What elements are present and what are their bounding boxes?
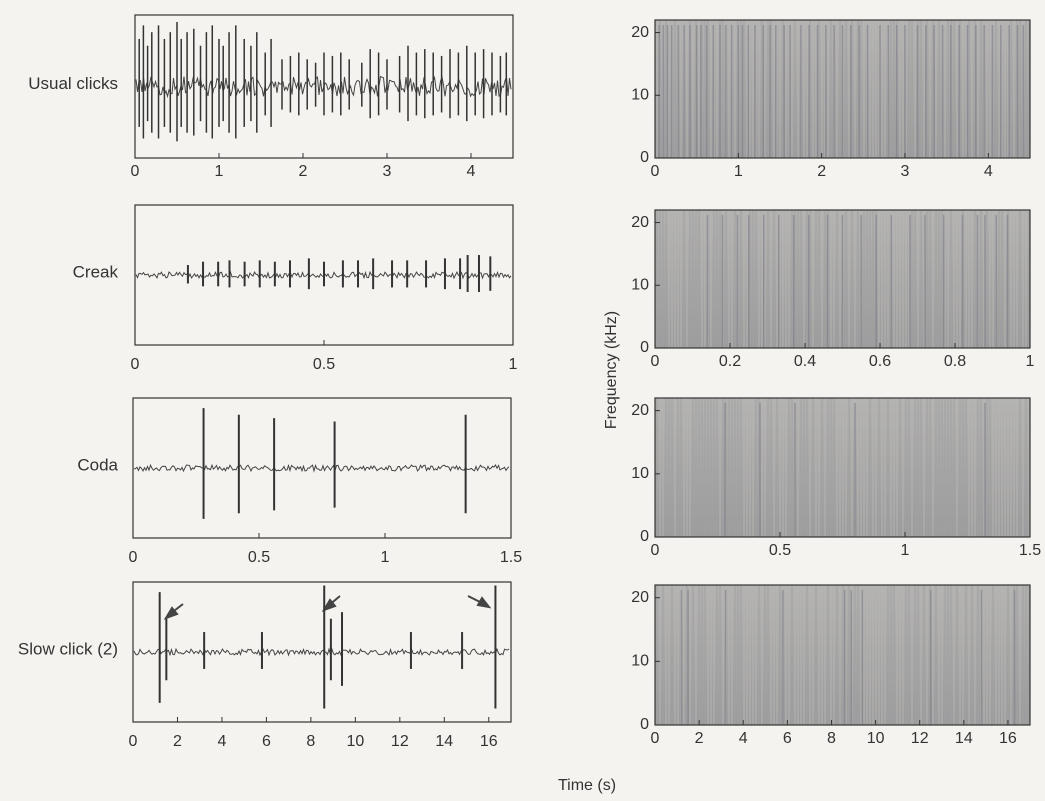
x-tick-label: 14 xyxy=(435,733,453,750)
x-tick-label: 0.5 xyxy=(313,356,335,373)
noise xyxy=(133,463,510,473)
arrows xyxy=(163,595,492,620)
y-tick-label: 20 xyxy=(631,24,649,41)
x-tick-label: 0.4 xyxy=(794,353,816,370)
y-tick-label: 0 xyxy=(640,528,649,545)
noise xyxy=(133,647,510,657)
x-tick-label: 10 xyxy=(867,730,885,747)
x-tick-label: 0.6 xyxy=(869,353,891,370)
x-tick-label: 0 xyxy=(651,163,660,180)
x-axis-label: Time (s) xyxy=(558,777,616,794)
x-tick-label: 1 xyxy=(509,356,518,373)
y-tick-label: 10 xyxy=(631,86,649,103)
row-label: Slow click (2) xyxy=(18,639,118,658)
frame xyxy=(654,397,1031,538)
frame xyxy=(654,584,1031,726)
x-tick-label: 2 xyxy=(695,730,704,747)
row-label: Usual clicks xyxy=(28,74,118,93)
y-tick-label: 20 xyxy=(631,589,649,606)
x-tick-label: 3 xyxy=(901,163,910,180)
y-tick-label: 0 xyxy=(640,339,649,356)
x-tick-label: 2 xyxy=(173,733,182,750)
x-tick-label: 6 xyxy=(262,733,271,750)
x-tick-label: 0 xyxy=(651,353,660,370)
x-tick-label: 4 xyxy=(217,733,226,750)
frame xyxy=(132,581,512,723)
y-tick-label: 0 xyxy=(640,149,649,166)
x-tick-label: 4 xyxy=(984,163,993,180)
x-tick-label: 0 xyxy=(129,733,138,750)
x-tick-label: 1.5 xyxy=(1019,542,1041,559)
x-tick-label: 12 xyxy=(911,730,929,747)
x-tick-label: 0.2 xyxy=(719,353,741,370)
frame xyxy=(132,397,512,539)
x-tick-label: 0 xyxy=(651,730,660,747)
y-tick-label: 20 xyxy=(631,214,649,231)
x-tick-label: 2 xyxy=(817,163,826,180)
x-tick-label: 4 xyxy=(467,163,476,180)
x-tick-label: 10 xyxy=(346,733,364,750)
x-tick-label: 1 xyxy=(901,542,910,559)
y-tick-label: 0 xyxy=(640,716,649,733)
x-tick-label: 0 xyxy=(131,356,140,373)
x-tick-label: 2 xyxy=(299,163,308,180)
x-tick-label: 8 xyxy=(306,733,315,750)
x-tick-label: 1 xyxy=(215,163,224,180)
frame xyxy=(654,209,1031,349)
y-axis-label: Frequency (kHz) xyxy=(603,311,620,429)
x-tick-label: 1 xyxy=(1026,353,1035,370)
x-tick-label: 0.5 xyxy=(248,549,270,566)
x-tick-label: 1.5 xyxy=(500,549,522,566)
x-tick-label: 3 xyxy=(383,163,392,180)
y-tick-label: 10 xyxy=(631,653,649,670)
row-label: Coda xyxy=(77,455,118,474)
x-tick-label: 0.5 xyxy=(769,542,791,559)
y-tick-label: 10 xyxy=(631,465,649,482)
x-tick-label: 1 xyxy=(381,549,390,566)
x-tick-label: 14 xyxy=(955,730,973,747)
x-tick-label: 4 xyxy=(739,730,748,747)
x-tick-label: 12 xyxy=(391,733,409,750)
x-tick-label: 0 xyxy=(651,542,660,559)
x-tick-label: 1 xyxy=(734,163,743,180)
x-tick-label: 8 xyxy=(827,730,836,747)
x-tick-label: 0 xyxy=(131,163,140,180)
y-tick-label: 20 xyxy=(631,402,649,419)
x-tick-label: 6 xyxy=(783,730,792,747)
x-tick-label: 0 xyxy=(129,549,138,566)
frame xyxy=(134,14,514,159)
x-tick-label: 16 xyxy=(999,730,1017,747)
row-label: Creak xyxy=(73,262,119,281)
x-tick-label: 0.8 xyxy=(944,353,966,370)
y-tick-label: 10 xyxy=(631,276,649,293)
frame xyxy=(654,19,1031,159)
x-tick-label: 16 xyxy=(480,733,498,750)
